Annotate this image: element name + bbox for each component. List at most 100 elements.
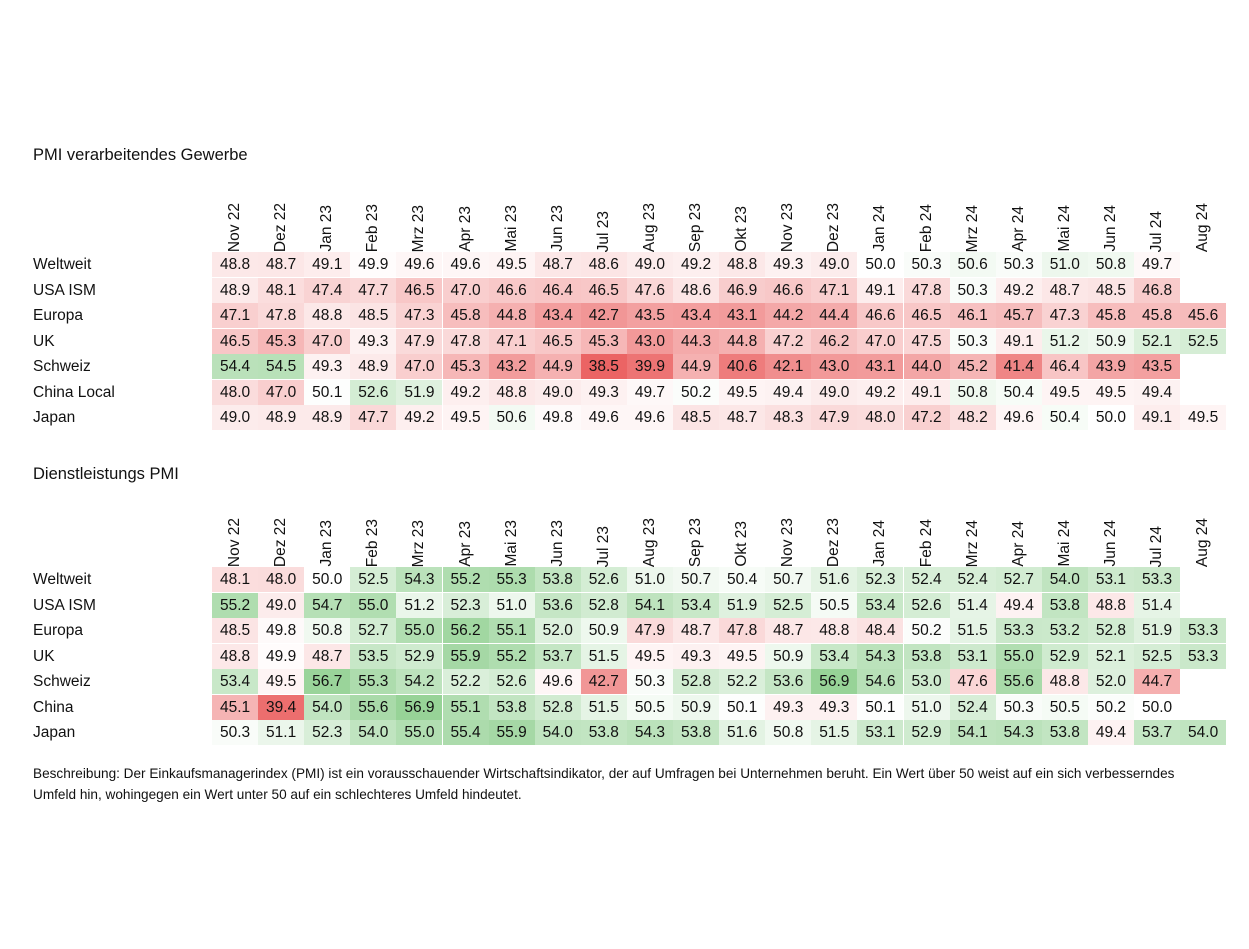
heatmap-cell: 47.3 (1041, 303, 1088, 328)
heatmap-cell: 45.8 (442, 303, 489, 328)
heatmap-cell: 49.1 (857, 277, 904, 303)
heatmap-cell: 44.4 (811, 303, 858, 328)
heatmap-cell: 55.2 (212, 592, 259, 618)
heatmap-cell: 54.0 (304, 694, 351, 720)
heatmap-cell: 41.4 (995, 354, 1042, 379)
heatmap-cell: 52.3 (442, 592, 489, 618)
heatmap-cell: 47.8 (442, 328, 489, 354)
heatmap-cell: 48.9 (350, 354, 397, 379)
heatmap-cell: 49.6 (580, 405, 627, 430)
column-label: Mrz 23 (410, 519, 428, 567)
heatmap-cell: 49.2 (396, 405, 443, 430)
heatmap-cell: 50.0 (304, 567, 351, 592)
heatmap-cell: 47.1 (811, 277, 858, 303)
heatmap-cell: 48.8 (304, 303, 351, 328)
heatmap-cell: 53.8 (488, 694, 535, 720)
heatmap-cell: 51.6 (719, 720, 766, 745)
heatmap-cell: 53.1 (857, 720, 904, 745)
heatmap-cell: 47.0 (442, 277, 489, 303)
heatmap-cell: 50.0 (1087, 405, 1134, 430)
heatmap-cell: 55.9 (488, 720, 535, 745)
heatmap-cell: 48.6 (580, 252, 627, 277)
heatmap-cell: 54.7 (304, 592, 351, 618)
heatmap-cell: 51.5 (949, 618, 996, 643)
row-label: Japan (33, 724, 76, 741)
heatmap-cell: 52.7 (995, 567, 1042, 592)
heatmap-cell: 47.9 (396, 328, 443, 354)
heatmap-cell: 50.9 (673, 694, 720, 720)
heatmap-cell: 47.3 (396, 303, 443, 328)
heatmap-cell: 50.2 (1087, 694, 1134, 720)
heatmap-cell: 56.7 (304, 669, 351, 694)
heatmap-cell: 52.2 (719, 669, 766, 694)
heatmap-cell: 48.7 (719, 405, 766, 430)
heatmap-cell: 52.6 (350, 379, 397, 405)
heatmap-cell: 49.3 (811, 694, 858, 720)
heatmap-cell: 39.4 (258, 694, 305, 720)
heatmap-cell: 56.9 (811, 669, 858, 694)
heatmap-cell: 49.4 (1134, 379, 1181, 405)
heatmap-cell: 46.4 (534, 277, 581, 303)
heatmap-cell: 50.6 (488, 405, 535, 430)
column-label: Feb 24 (917, 518, 935, 567)
heatmap-title: PMI verarbeitendes Gewerbe (33, 146, 248, 164)
heatmap-cell: 53.8 (903, 643, 950, 669)
heatmap-cell: 47.8 (719, 618, 766, 643)
heatmap-cell: 45.8 (1134, 303, 1181, 328)
heatmap-cell: 51.5 (580, 643, 627, 669)
heatmap-cell: 48.4 (857, 618, 904, 643)
heatmap-cell: 54.2 (396, 669, 443, 694)
row-label: China Local (33, 383, 115, 401)
heatmap-cell: 49.3 (765, 694, 812, 720)
heatmap-cell: 43.1 (857, 354, 904, 379)
heatmap-cell: 47.9 (811, 405, 858, 430)
heatmap-cell: 56.2 (442, 618, 489, 643)
heatmap-cell: 51.2 (396, 592, 443, 618)
column-label: Mrz 24 (963, 519, 981, 567)
heatmap-cell: 56.9 (396, 694, 443, 720)
heatmap-cell: 46.5 (534, 328, 581, 354)
heatmap-cell: 51.2 (1041, 328, 1088, 354)
heatmap-cell: 48.7 (258, 252, 305, 277)
heatmap-cell: 54.0 (350, 720, 397, 745)
column-label: Jul 23 (594, 525, 612, 567)
heatmap-cell: 49.5 (442, 405, 489, 430)
heatmap-cell: 44.3 (673, 328, 720, 354)
heatmap-cell: 53.8 (534, 567, 581, 592)
heatmap-cell: 50.3 (995, 694, 1042, 720)
heatmap-cell: 55.0 (396, 618, 443, 643)
column-label: Apr 24 (1009, 521, 1027, 567)
heatmap-cell: 48.5 (1087, 277, 1134, 303)
heatmap-cell: 53.4 (811, 643, 858, 669)
heatmap-cell: 53.7 (534, 643, 581, 669)
heatmap-cell: 49.5 (719, 643, 766, 669)
heatmap-cell: 52.8 (1087, 618, 1134, 643)
heatmap-cell: 51.0 (626, 567, 673, 592)
heatmap-cell: 48.8 (719, 252, 766, 277)
column-label: Jun 24 (1101, 520, 1119, 567)
row-label: Europa (33, 307, 83, 324)
heatmap-cell: 53.4 (857, 592, 904, 618)
heatmap-cell: 55.0 (396, 720, 443, 745)
heatmap-cell: 47.6 (626, 277, 673, 303)
heatmap-cell: 49.9 (258, 643, 305, 669)
heatmap-cell: 49.6 (396, 252, 443, 277)
row-label: USA ISM (33, 596, 96, 614)
heatmap-cell: 46.5 (212, 328, 259, 354)
heatmap-cell: 47.0 (396, 354, 443, 379)
heatmap-cell: 51.9 (719, 592, 766, 618)
heatmap-cell: 53.3 (995, 618, 1042, 643)
heatmap-cell: 47.4 (304, 277, 351, 303)
heatmap-cell: 51.1 (258, 720, 305, 745)
heatmap-cell: 49.8 (258, 618, 305, 643)
heatmap-cell: 46.6 (857, 303, 904, 328)
heatmap-cell: 50.3 (626, 669, 673, 694)
column-label: Dez 23 (825, 517, 843, 567)
heatmap-cell: 52.6 (488, 669, 535, 694)
heatmap-cell: 50.0 (857, 252, 904, 277)
heatmap-cell: 44.9 (534, 354, 581, 379)
description-text: Beschreibung: Der Einkaufsmanagerindex (… (33, 766, 1175, 802)
heatmap-cell: 49.5 (1087, 379, 1134, 405)
heatmap-cell: 43.9 (1087, 354, 1134, 379)
heatmap-cell: 52.4 (949, 567, 996, 592)
